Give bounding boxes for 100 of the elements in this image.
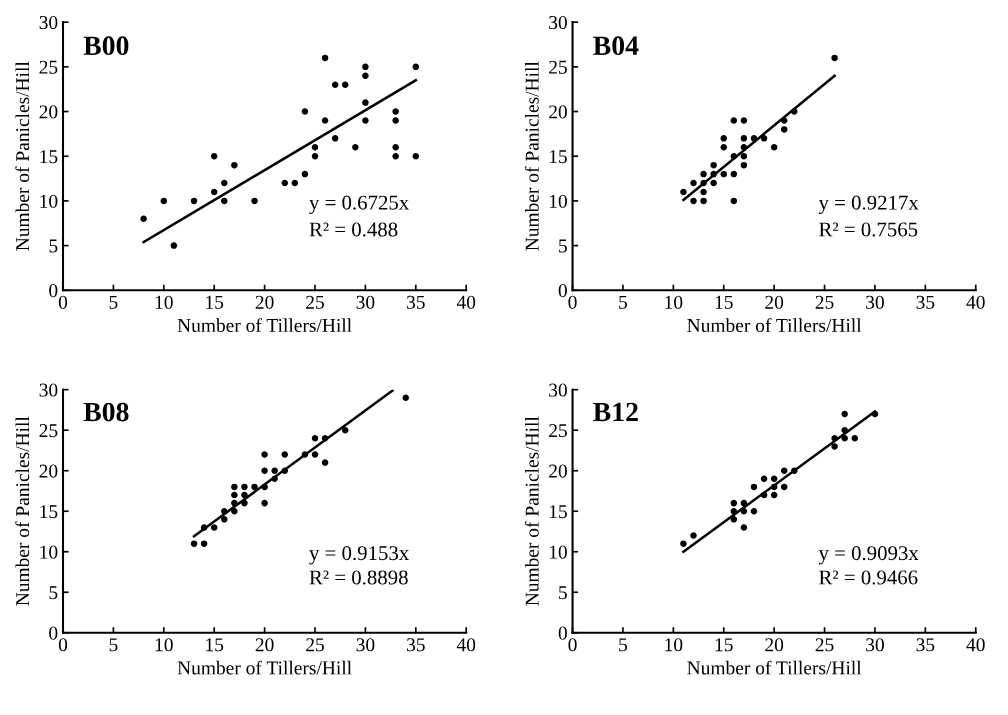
x-axis-title: Number of Tillers/Hill: [687, 660, 862, 675]
x-tick-label: 15: [206, 295, 224, 309]
y-tick-label: 20: [549, 464, 567, 478]
point: [271, 467, 278, 474]
point: [730, 197, 738, 205]
x-tick-label: 10: [155, 295, 173, 309]
point: [301, 108, 309, 115]
x-tick-label: 5: [619, 638, 628, 652]
x-tick-label: 5: [619, 295, 628, 309]
y-tick-label: 10: [40, 545, 58, 559]
y-axis-title: Number of Panicles/Hill: [15, 416, 30, 606]
annotation: R² = 0.9466: [819, 570, 918, 585]
x-tick-label: 5: [109, 638, 118, 652]
point: [780, 467, 788, 474]
point: [160, 197, 168, 205]
point: [231, 499, 238, 507]
point: [200, 524, 208, 531]
point: [780, 126, 788, 133]
point: [200, 540, 208, 547]
point: [352, 144, 359, 151]
point: [740, 117, 748, 124]
y-tick-label: 25: [549, 60, 567, 74]
point: [412, 63, 420, 71]
y-tick-label: 15: [549, 505, 567, 519]
y-tick-label: 20: [39, 105, 58, 119]
x-tick-label: 35: [916, 638, 935, 652]
point: [871, 410, 879, 418]
point: [710, 161, 717, 169]
point: [331, 135, 339, 142]
x-tick-label: 20: [255, 295, 274, 309]
point: [311, 435, 319, 442]
x-tick-label: 0: [568, 295, 577, 309]
point: [700, 197, 707, 205]
x-axis-title: Number of Tillers/Hill: [177, 318, 352, 333]
point: [321, 435, 329, 442]
point: [770, 491, 778, 499]
point: [690, 197, 697, 205]
point: [760, 491, 768, 499]
y-tick-label: 15: [40, 505, 58, 519]
point: [710, 170, 717, 178]
y-tick-label: 5: [559, 586, 567, 600]
point: [402, 394, 409, 402]
point: [341, 81, 349, 88]
x-tick-label: 30: [356, 295, 375, 309]
point: [291, 179, 299, 187]
point: [841, 435, 848, 442]
annotation: y = 0.6725x: [309, 195, 409, 214]
point: [321, 117, 329, 124]
point: [770, 144, 778, 151]
y-tick-label: 5: [559, 239, 567, 253]
x-tick-label: 25: [815, 638, 834, 652]
point: [281, 179, 289, 187]
point: [362, 99, 369, 106]
point: [831, 54, 838, 62]
y-tick-label: 0: [558, 626, 567, 640]
chart-title: B00: [83, 36, 129, 56]
point: [750, 507, 758, 515]
x-tick-label: 0: [568, 638, 577, 652]
point: [210, 188, 218, 196]
point: [700, 179, 707, 187]
y-tick-label: 5: [49, 586, 58, 600]
point: [770, 483, 778, 491]
point: [831, 435, 838, 442]
y-tick-label: 25: [39, 424, 58, 438]
x-axis-title: Number of Tillers/Hill: [177, 660, 352, 675]
point: [261, 467, 268, 474]
point: [251, 197, 258, 205]
x-tick-label: 10: [665, 638, 683, 652]
annotation: y = 0.9153x: [309, 546, 409, 565]
point: [690, 179, 697, 187]
x-tick-label: 35: [407, 638, 425, 652]
point: [341, 426, 349, 434]
point: [311, 152, 319, 160]
annotation: R² = 0.488: [309, 222, 398, 237]
point: [730, 507, 738, 515]
point: [760, 475, 768, 483]
point: [791, 467, 798, 474]
point: [750, 483, 758, 491]
point: [841, 426, 848, 434]
x-tick-label: 25: [815, 295, 834, 309]
y-tick-label: 30: [549, 15, 567, 30]
point: [221, 516, 228, 523]
point: [221, 507, 228, 515]
y-tick-label: 30: [39, 15, 58, 30]
x-tick-label: 0: [58, 295, 68, 309]
point: [740, 507, 748, 515]
y-tick-label: 10: [40, 194, 58, 208]
point: [700, 170, 707, 178]
point: [740, 144, 748, 151]
point: [190, 540, 198, 547]
point: [261, 483, 268, 491]
point: [140, 215, 147, 223]
chart-title: B12: [593, 402, 638, 422]
point: [710, 179, 717, 187]
point: [321, 54, 329, 62]
point: [750, 135, 758, 142]
y-tick-label: 10: [549, 194, 567, 208]
point: [780, 483, 788, 491]
annotation: y = 0.9093x: [818, 546, 919, 565]
point: [231, 161, 238, 169]
